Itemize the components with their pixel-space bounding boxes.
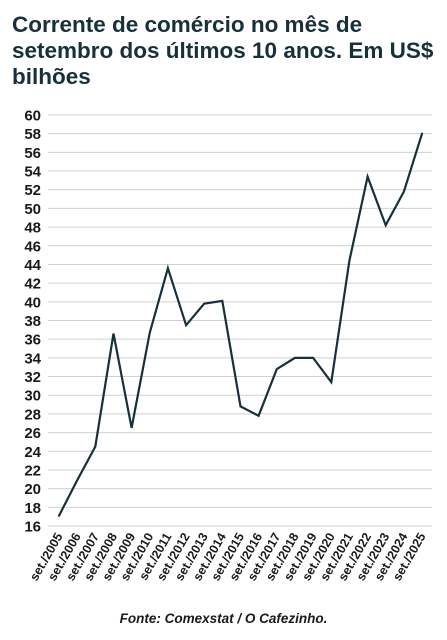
y-tick-label: 16	[24, 519, 41, 536]
y-tick-label: 46	[24, 238, 41, 255]
series-line	[57, 132, 424, 517]
source-note: Fonte: Comexstat / O Cafezinho.	[119, 611, 328, 626]
y-tick-label: 24	[24, 444, 41, 461]
y-tick-label: 54	[24, 164, 41, 181]
y-tick-label: 52	[24, 182, 41, 199]
y-tick-label: 34	[24, 350, 41, 367]
y-tick-label: 50	[24, 201, 41, 218]
y-tick-label: 40	[24, 294, 41, 311]
y-tick-label: 58	[24, 126, 41, 143]
y-tick-label: 26	[24, 425, 41, 442]
y-tick-label: 56	[24, 145, 41, 162]
y-tick-label: 28	[24, 406, 41, 423]
chart-title: Corrente de comércio no mês de setembro …	[12, 12, 434, 89]
y-tick-label: 44	[24, 257, 41, 274]
y-tick-label: 22	[24, 462, 41, 479]
y-tick-label: 48	[24, 220, 41, 237]
y-tick-label: 20	[24, 481, 41, 498]
y-tick-label: 30	[24, 388, 41, 405]
y-tick-label: 32	[24, 369, 41, 386]
y-tick-label: 38	[24, 313, 41, 330]
y-tick-label: 36	[24, 332, 41, 349]
y-tick-label: 18	[24, 500, 41, 517]
y-tick-label: 60	[24, 108, 41, 125]
y-tick-label: 42	[24, 276, 41, 293]
